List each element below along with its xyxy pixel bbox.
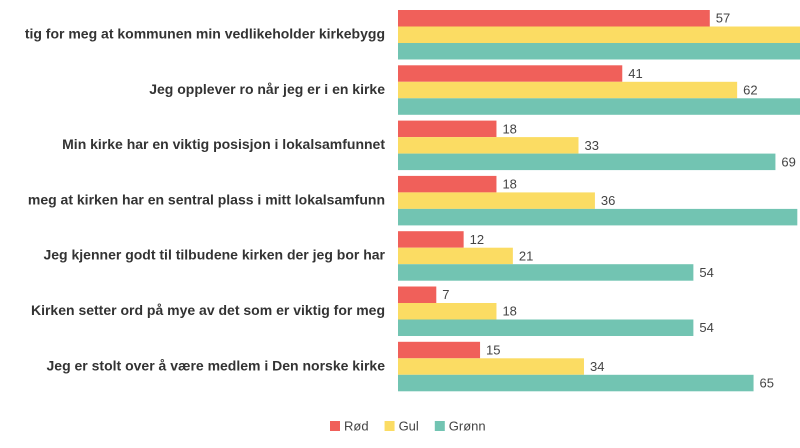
bar (398, 231, 464, 248)
category-label: meg at kirken har en sentral plass i mit… (28, 191, 385, 207)
value-label: 54 (699, 265, 713, 280)
value-label: 18 (502, 121, 516, 136)
bar (398, 153, 776, 171)
bar (398, 98, 800, 115)
value-label: 36 (601, 193, 615, 208)
bar (398, 10, 710, 27)
legend-label: Rød (344, 418, 369, 433)
bar (398, 358, 584, 375)
bar (398, 65, 623, 82)
value-label: 69 (781, 154, 795, 169)
bar (398, 81, 738, 99)
value-label: 18 (502, 177, 516, 192)
bar (398, 303, 497, 320)
bar (398, 286, 437, 303)
value-label: 41 (628, 66, 642, 81)
bar (398, 175, 497, 193)
bar (398, 26, 800, 43)
category-label: Kirken setter ord på mye av det som er v… (31, 302, 385, 318)
value-label: 65 (760, 375, 774, 390)
value-label: 12 (470, 232, 484, 247)
category-label: Jeg opplever ro når jeg er i en kirke (149, 81, 385, 97)
bar (398, 247, 513, 265)
value-label: 57 (716, 11, 730, 26)
bar (398, 208, 798, 226)
bar (398, 137, 579, 154)
bar (398, 319, 694, 336)
legend-swatch (434, 421, 445, 431)
category-label: Min kirke har en viktig posisjon i lokal… (62, 136, 385, 152)
category-label: tig for meg at kommunen min vedlikeholde… (25, 25, 385, 41)
bar (398, 43, 800, 60)
bar (398, 341, 481, 359)
bar (398, 192, 595, 209)
value-label: 54 (699, 320, 713, 335)
legend-label: Grønn (449, 418, 486, 433)
legend-label: Gul (399, 418, 419, 433)
value-label: 15 (486, 342, 500, 357)
value-label: 21 (519, 248, 533, 263)
value-label: 7 (442, 287, 449, 302)
category-label: Jeg er stolt over å være medlem i Den no… (47, 357, 386, 373)
value-label: 18 (502, 304, 516, 319)
bar (398, 120, 497, 138)
value-label: 33 (585, 138, 599, 153)
value-label: 34 (590, 359, 604, 374)
legend-swatch (330, 421, 340, 431)
category-label: Jeg kjenner godt til tilbudene kirken de… (43, 247, 385, 263)
legend-swatch (384, 421, 395, 431)
value-label: 62 (743, 82, 757, 97)
bar (398, 374, 754, 392)
bar (398, 264, 694, 281)
